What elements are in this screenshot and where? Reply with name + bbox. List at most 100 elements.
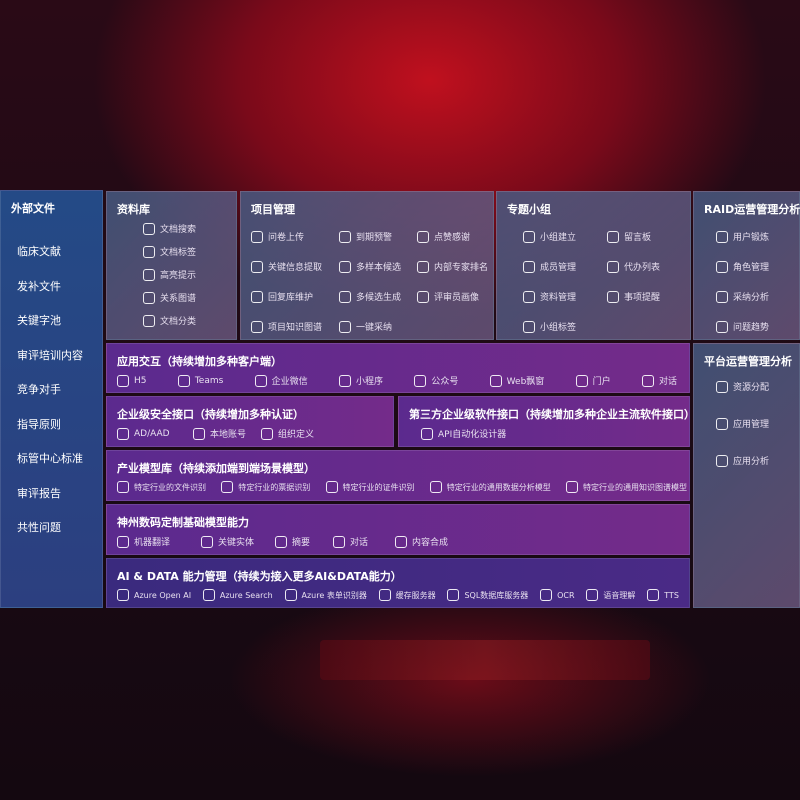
feature-item[interactable]: 摘要 xyxy=(275,535,333,548)
feature-label: 对话 xyxy=(658,377,677,387)
sidebar-item[interactable]: 审评报告 xyxy=(17,486,61,500)
sidebar-item[interactable]: 临床文献 xyxy=(17,245,61,258)
feature-item[interactable]: 点赞感谢 xyxy=(417,230,497,243)
feature-item[interactable]: 缓存服务器 xyxy=(378,589,436,601)
feature-item[interactable]: Teams xyxy=(177,374,223,387)
feature-item[interactable]: API自动化设计器 xyxy=(421,427,506,440)
sidebar-item[interactable]: 关键字池 xyxy=(17,314,61,327)
feature-item[interactable]: 多候选生成 xyxy=(339,290,417,303)
feature-label: TTS xyxy=(664,590,679,600)
feature-item[interactable]: 特定行业的票据识别 xyxy=(221,481,310,493)
feature-label: 特定行业的票据识别 xyxy=(238,482,311,492)
feature-item[interactable]: 特定行业的通用知识图谱模型 xyxy=(566,481,687,493)
feature-icon xyxy=(417,230,429,243)
panel-base-models: 神州数码定制基础模型能力 机器翻译 关键实体 摘要 对话 内容合成 xyxy=(106,504,690,555)
feature-item[interactable]: Azure Open AI xyxy=(117,589,191,601)
feature-label: 摘要 xyxy=(292,538,311,548)
feature-item[interactable]: 内容合成 xyxy=(395,535,475,548)
feature-icon xyxy=(716,454,728,467)
feature-icon xyxy=(586,589,599,601)
feature-item[interactable]: 留言板 xyxy=(607,230,687,243)
feature-item[interactable]: 成员管理 xyxy=(523,260,607,273)
feature-icon xyxy=(275,535,287,548)
feature-item[interactable]: 企业微信 xyxy=(254,374,308,387)
feature-item[interactable]: SQL数据库服务器 xyxy=(447,589,528,601)
feature-item[interactable]: 语音理解 xyxy=(586,589,635,601)
feature-item[interactable]: 对话 xyxy=(333,535,395,548)
feature-item[interactable]: 公众号 xyxy=(414,374,458,387)
feature-item[interactable]: 到期预警 xyxy=(339,230,417,243)
feature-item[interactable]: 问卷上传 xyxy=(251,230,339,243)
feature-item[interactable]: 资料管理 xyxy=(523,290,607,303)
feature-item[interactable]: 本地账号 xyxy=(193,427,261,440)
feature-item[interactable]: 对话 xyxy=(641,374,677,387)
feature-label: 本地账号 xyxy=(210,430,247,440)
feature-item[interactable]: Azure Search xyxy=(202,589,273,601)
feature-item[interactable]: TTS xyxy=(647,589,679,601)
feature-item[interactable]: 代办列表 xyxy=(607,260,687,273)
feature-icon xyxy=(421,427,433,440)
feature-item[interactable]: 小组建立 xyxy=(523,230,607,243)
feature-item[interactable]: AD/AAD xyxy=(117,427,193,440)
feature-item[interactable]: 用户锻炼 xyxy=(716,230,769,243)
feature-item[interactable]: 特定行业的文件识别 xyxy=(117,481,206,493)
feature-label: 高亮提示 xyxy=(160,271,197,281)
feature-label: Azure Search xyxy=(219,590,273,600)
feature-item[interactable]: 应用管理 xyxy=(716,417,769,430)
feature-item[interactable]: 采纳分析 xyxy=(716,290,769,303)
feature-item[interactable]: OCR xyxy=(540,589,575,601)
feature-label: 机器翻译 xyxy=(134,538,171,548)
feature-item[interactable]: 文档标签 xyxy=(143,245,196,258)
feature-item[interactable]: 事项提醒 xyxy=(607,290,687,303)
feature-item[interactable]: 门户 xyxy=(575,374,611,387)
panel-third-party: 第三方企业级软件接口（持续增加多种企业主流软件接口） API自动化设计器 xyxy=(398,396,695,447)
feature-label: 多样本候选 xyxy=(356,263,402,273)
feature-icon xyxy=(607,230,619,243)
feature-item[interactable]: 文档分类 xyxy=(143,314,196,327)
feature-icon xyxy=(523,230,535,243)
feature-label: 语音理解 xyxy=(603,590,636,600)
feature-label: 评审员画像 xyxy=(434,293,480,303)
sidebar-item[interactable]: 共性问题 xyxy=(17,521,61,534)
feature-item[interactable]: 机器翻译 xyxy=(117,535,201,548)
feature-item[interactable]: 项目知识图谱 xyxy=(251,320,339,333)
feature-item[interactable]: Azure 表单识别器 xyxy=(284,589,367,601)
feature-item[interactable]: 关系图谱 xyxy=(143,291,196,304)
feature-icon xyxy=(325,481,338,493)
feature-icon xyxy=(641,374,654,387)
sidebar-item[interactable]: 发补文件 xyxy=(17,279,61,293)
panel-security: 企业级安全接口（持续增加多种认证） AD/AAD 本地账号 组织定义 xyxy=(106,396,394,447)
feature-item[interactable]: 关键实体 xyxy=(201,535,275,548)
feature-item[interactable]: 组织定义 xyxy=(261,427,341,440)
feature-item[interactable]: 评审员画像 xyxy=(417,290,497,303)
feature-label: 留言板 xyxy=(624,233,652,243)
feature-label: 采纳分析 xyxy=(733,293,770,303)
panel-project: 项目管理 问卷上传 到期预警 点赞感谢 关键信息提取 多样本候选 内部专家排名 回复库维护 多… xyxy=(240,191,494,340)
feature-icon xyxy=(333,535,345,548)
feature-item[interactable]: 回复库维护 xyxy=(251,290,339,303)
feature-label: 文档分类 xyxy=(160,317,197,327)
feature-item[interactable]: 文档搜索 xyxy=(143,222,196,235)
feature-item[interactable]: 特定行业的证件识别 xyxy=(325,481,415,493)
panel-title: 第三方企业级软件接口（持续增加多种企业主流软件接口） xyxy=(409,408,695,421)
feature-item[interactable]: 应用分析 xyxy=(716,454,769,467)
feature-item[interactable]: H5 xyxy=(117,374,147,387)
feature-item[interactable]: 多样本候选 xyxy=(339,260,417,273)
feature-item[interactable]: Web飘窗 xyxy=(489,374,544,387)
feature-item[interactable]: 小程序 xyxy=(338,374,383,387)
feature-item[interactable]: 问题趋势 xyxy=(716,320,769,333)
feature-item[interactable]: 高亮提示 xyxy=(143,268,196,281)
feature-item[interactable]: 内部专家排名 xyxy=(417,260,497,273)
feature-item[interactable]: 小组标签 xyxy=(523,320,607,333)
sidebar-item[interactable]: 指导原则 xyxy=(17,417,61,431)
feature-icon xyxy=(607,290,619,303)
sidebar-item[interactable]: 竞争对手 xyxy=(17,383,61,396)
feature-item[interactable]: 一键采纳 xyxy=(339,320,417,333)
sidebar-item[interactable]: 审评培训内容 xyxy=(17,348,83,362)
sidebar-item[interactable]: 标管中心标准 xyxy=(17,452,83,465)
feature-label: AD/AAD xyxy=(134,428,170,439)
feature-item[interactable]: 关键信息提取 xyxy=(251,260,339,273)
feature-item[interactable]: 资源分配 xyxy=(716,380,769,393)
feature-item[interactable]: 特定行业的通用数据分析模型 xyxy=(429,481,551,493)
feature-item[interactable]: 角色管理 xyxy=(716,260,769,273)
